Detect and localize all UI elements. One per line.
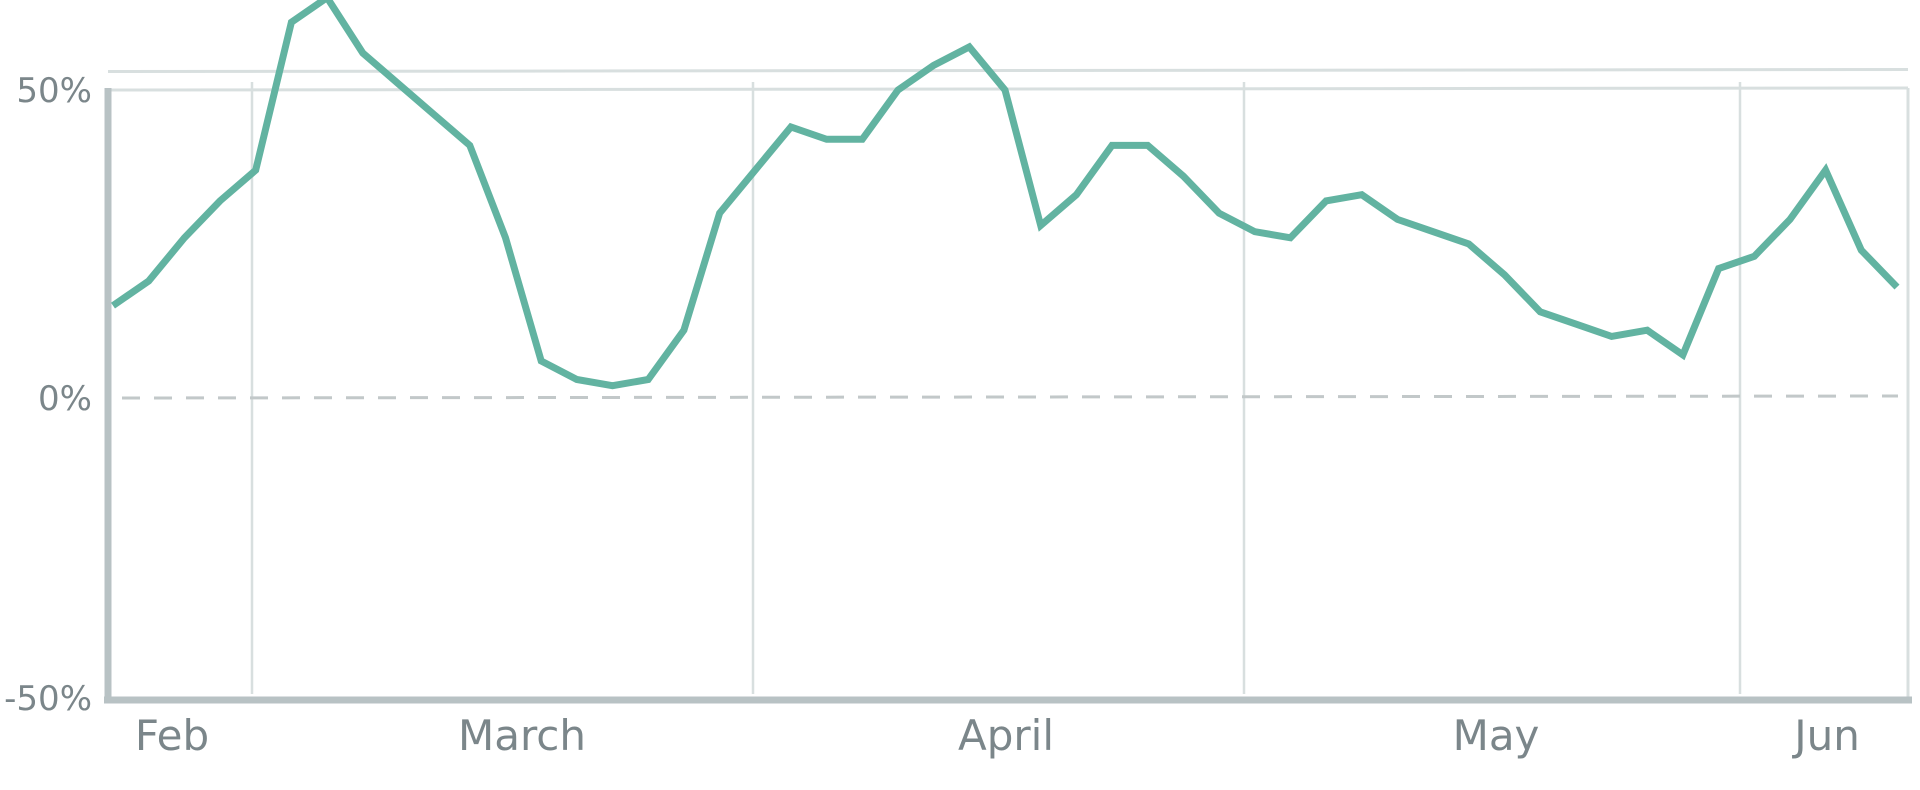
data-point-10 (433, 113, 436, 116)
data-point-31 (1182, 175, 1185, 178)
data-point-9 (397, 82, 400, 85)
x-tick-label: Jun (1791, 711, 1860, 760)
data-point-23 (897, 89, 900, 92)
data-point-35 (1325, 199, 1328, 202)
data-point-2 (147, 280, 150, 283)
data-point-33 (1253, 230, 1256, 233)
grid-lines (107, 68, 1910, 698)
data-point-1 (112, 304, 115, 307)
grid-line-top (107, 68, 1909, 74)
data-point-21 (825, 138, 828, 141)
data-point-40 (1503, 273, 1506, 276)
data-point-34 (1289, 236, 1292, 239)
data-point-8 (361, 52, 364, 55)
data-point-37 (1396, 218, 1399, 221)
data-point-11 (468, 144, 471, 147)
tick-labels: 50% 0% -50% Feb March April May Jun (4, 71, 1860, 760)
data-point-30 (1146, 144, 1149, 147)
data-point-39 (1467, 243, 1470, 246)
data-point-5 (254, 169, 257, 172)
axes (104, 88, 1912, 704)
data-point-25 (968, 45, 971, 48)
y-tick-label: 0% (38, 379, 92, 419)
data-point-43 (1610, 335, 1613, 338)
data-point-6 (290, 21, 293, 24)
data-point-48 (1789, 218, 1792, 221)
data-point-4 (219, 199, 222, 202)
data-point-26 (1004, 89, 1007, 92)
data-point-45 (1681, 353, 1684, 356)
data-point-42 (1574, 323, 1577, 326)
data-point-29 (1111, 144, 1114, 147)
y-tick-label: 50% (16, 71, 92, 111)
data-point-44 (1646, 329, 1649, 332)
data-point-17 (682, 329, 685, 332)
data-point-47 (1753, 255, 1756, 258)
data-point-3 (183, 236, 186, 239)
x-tick-label: April (958, 711, 1054, 760)
zero-dashed-line (121, 394, 1899, 400)
data-point-38 (1432, 230, 1435, 233)
data-point-18 (718, 212, 721, 215)
data-point-32 (1218, 212, 1221, 215)
data-point-28 (1075, 193, 1078, 196)
data-point-36 (1360, 193, 1363, 196)
data-point-19 (754, 169, 757, 172)
series-layer (111, 0, 1900, 390)
data-point-50 (1860, 249, 1863, 252)
data-point-12 (504, 236, 507, 239)
data-point-24 (932, 64, 935, 67)
data-point-51 (1896, 286, 1899, 289)
data-point-49 (1824, 169, 1827, 172)
y-tick-label: -50% (4, 679, 92, 719)
data-point-27 (1039, 224, 1042, 227)
data-point-15 (611, 384, 614, 387)
zero-reference-line (121, 394, 1899, 400)
data-point-13 (540, 360, 543, 363)
data-point-16 (647, 378, 650, 381)
data-point-20 (789, 126, 792, 129)
data-point-41 (1539, 310, 1542, 313)
x-tick-label: Feb (135, 711, 209, 760)
data-point-46 (1717, 267, 1720, 270)
data-point-22 (861, 138, 864, 141)
x-tick-label: May (1453, 711, 1540, 760)
series-line (111, 0, 1900, 390)
data-point-14 (575, 378, 578, 381)
x-tick-label: March (458, 711, 586, 760)
